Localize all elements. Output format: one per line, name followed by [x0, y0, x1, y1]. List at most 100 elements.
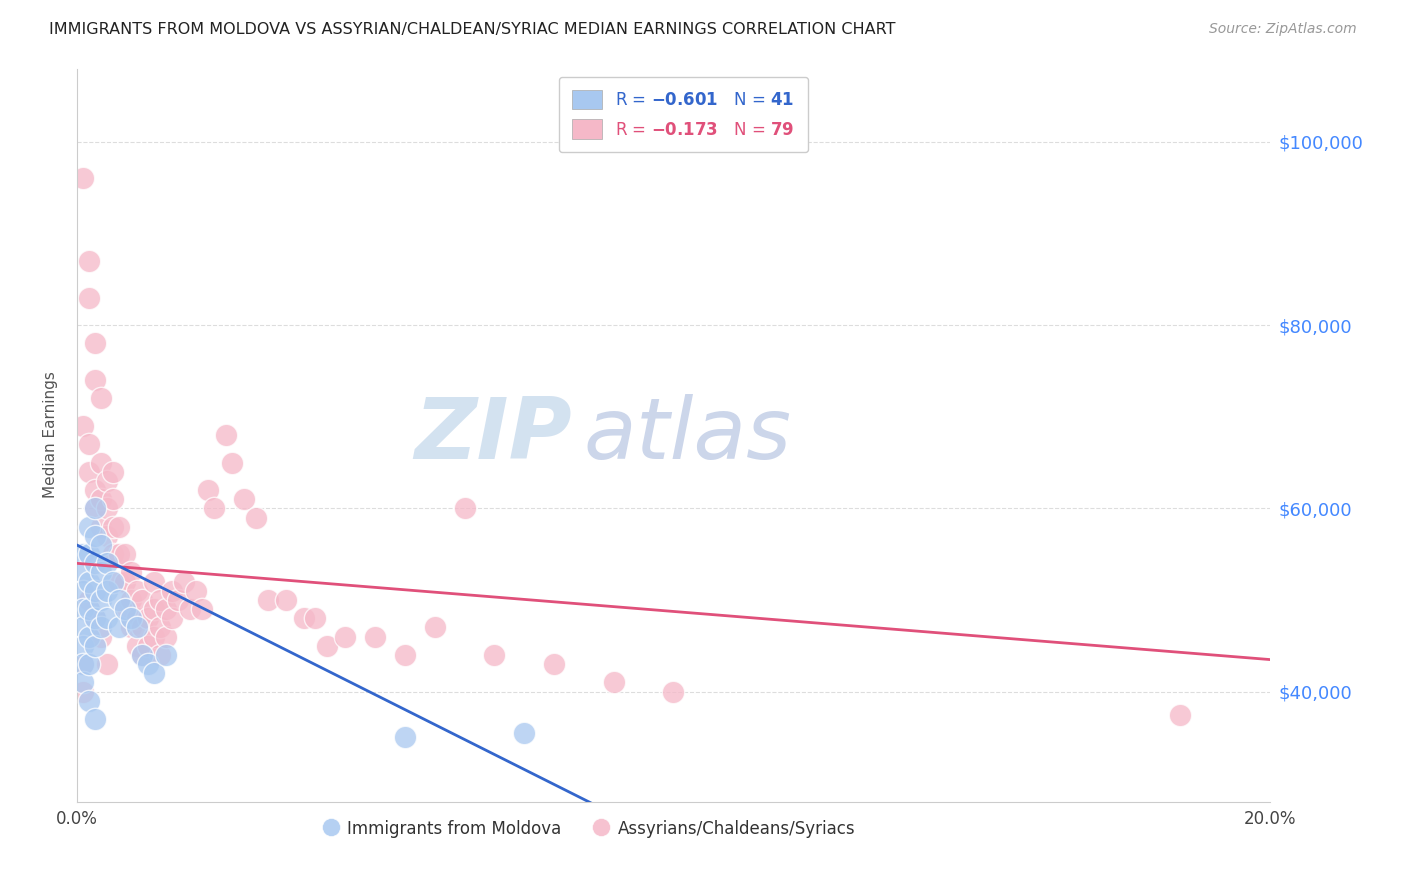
Point	[83, 501, 105, 516]
Point	[96, 611, 118, 625]
Point	[83, 712, 105, 726]
Point	[114, 602, 136, 616]
Point	[186, 583, 208, 598]
Point	[120, 611, 142, 625]
Point	[77, 574, 100, 589]
Point	[96, 657, 118, 672]
Point	[131, 648, 153, 662]
Point	[1168, 707, 1191, 722]
Point	[197, 483, 219, 497]
Legend: Immigrants from Moldova, Assyrians/Chaldeans/Syriacs: Immigrants from Moldova, Assyrians/Chald…	[318, 813, 862, 845]
Text: IMMIGRANTS FROM MOLDOVA VS ASSYRIAN/CHALDEAN/SYRIAC MEDIAN EARNINGS CORRELATION : IMMIGRANTS FROM MOLDOVA VS ASSYRIAN/CHAL…	[49, 22, 896, 37]
Point	[83, 336, 105, 351]
Point	[107, 574, 129, 589]
Point	[72, 639, 94, 653]
Point	[125, 611, 148, 625]
Point	[101, 547, 124, 561]
Point	[83, 611, 105, 625]
Point	[155, 630, 177, 644]
Point	[83, 501, 105, 516]
Point	[77, 437, 100, 451]
Point	[131, 620, 153, 634]
Point	[107, 593, 129, 607]
Point	[179, 602, 201, 616]
Point	[143, 666, 166, 681]
Point	[162, 583, 184, 598]
Point	[77, 657, 100, 672]
Point	[77, 254, 100, 268]
Point	[120, 593, 142, 607]
Point	[72, 684, 94, 698]
Point	[96, 474, 118, 488]
Point	[143, 602, 166, 616]
Point	[83, 373, 105, 387]
Point	[77, 547, 100, 561]
Point	[72, 171, 94, 186]
Point	[83, 583, 105, 598]
Point	[138, 611, 160, 625]
Point	[162, 611, 184, 625]
Point	[662, 684, 685, 698]
Point	[72, 657, 94, 672]
Point	[90, 566, 112, 580]
Point	[114, 602, 136, 616]
Point	[77, 519, 100, 533]
Point	[316, 639, 339, 653]
Point	[453, 501, 475, 516]
Point	[221, 456, 243, 470]
Point	[96, 501, 118, 516]
Point	[232, 492, 254, 507]
Point	[256, 593, 278, 607]
Point	[107, 519, 129, 533]
Point	[304, 611, 326, 625]
Point	[90, 392, 112, 406]
Point	[101, 492, 124, 507]
Point	[90, 620, 112, 634]
Point	[90, 456, 112, 470]
Point	[131, 648, 153, 662]
Point	[138, 657, 160, 672]
Point	[149, 593, 172, 607]
Point	[101, 519, 124, 533]
Point	[101, 465, 124, 479]
Point	[149, 648, 172, 662]
Point	[83, 639, 105, 653]
Point	[394, 648, 416, 662]
Point	[101, 574, 124, 589]
Point	[155, 648, 177, 662]
Point	[77, 465, 100, 479]
Point	[173, 574, 195, 589]
Point	[96, 529, 118, 543]
Text: Source: ZipAtlas.com: Source: ZipAtlas.com	[1209, 22, 1357, 37]
Point	[364, 630, 387, 644]
Point	[114, 574, 136, 589]
Point	[138, 639, 160, 653]
Point	[120, 620, 142, 634]
Point	[125, 583, 148, 598]
Point	[77, 593, 100, 607]
Point	[335, 630, 357, 644]
Point	[72, 547, 94, 561]
Point	[155, 602, 177, 616]
Point	[292, 611, 315, 625]
Point	[143, 574, 166, 589]
Y-axis label: Median Earnings: Median Earnings	[44, 372, 58, 499]
Point	[191, 602, 214, 616]
Point	[72, 583, 94, 598]
Point	[202, 501, 225, 516]
Point	[90, 630, 112, 644]
Text: atlas: atlas	[583, 393, 792, 476]
Point	[274, 593, 297, 607]
Point	[90, 519, 112, 533]
Point	[114, 547, 136, 561]
Point	[96, 583, 118, 598]
Point	[394, 731, 416, 745]
Point	[125, 639, 148, 653]
Point	[131, 593, 153, 607]
Point	[107, 547, 129, 561]
Point	[83, 483, 105, 497]
Point	[90, 593, 112, 607]
Point	[484, 648, 506, 662]
Point	[125, 620, 148, 634]
Point	[72, 620, 94, 634]
